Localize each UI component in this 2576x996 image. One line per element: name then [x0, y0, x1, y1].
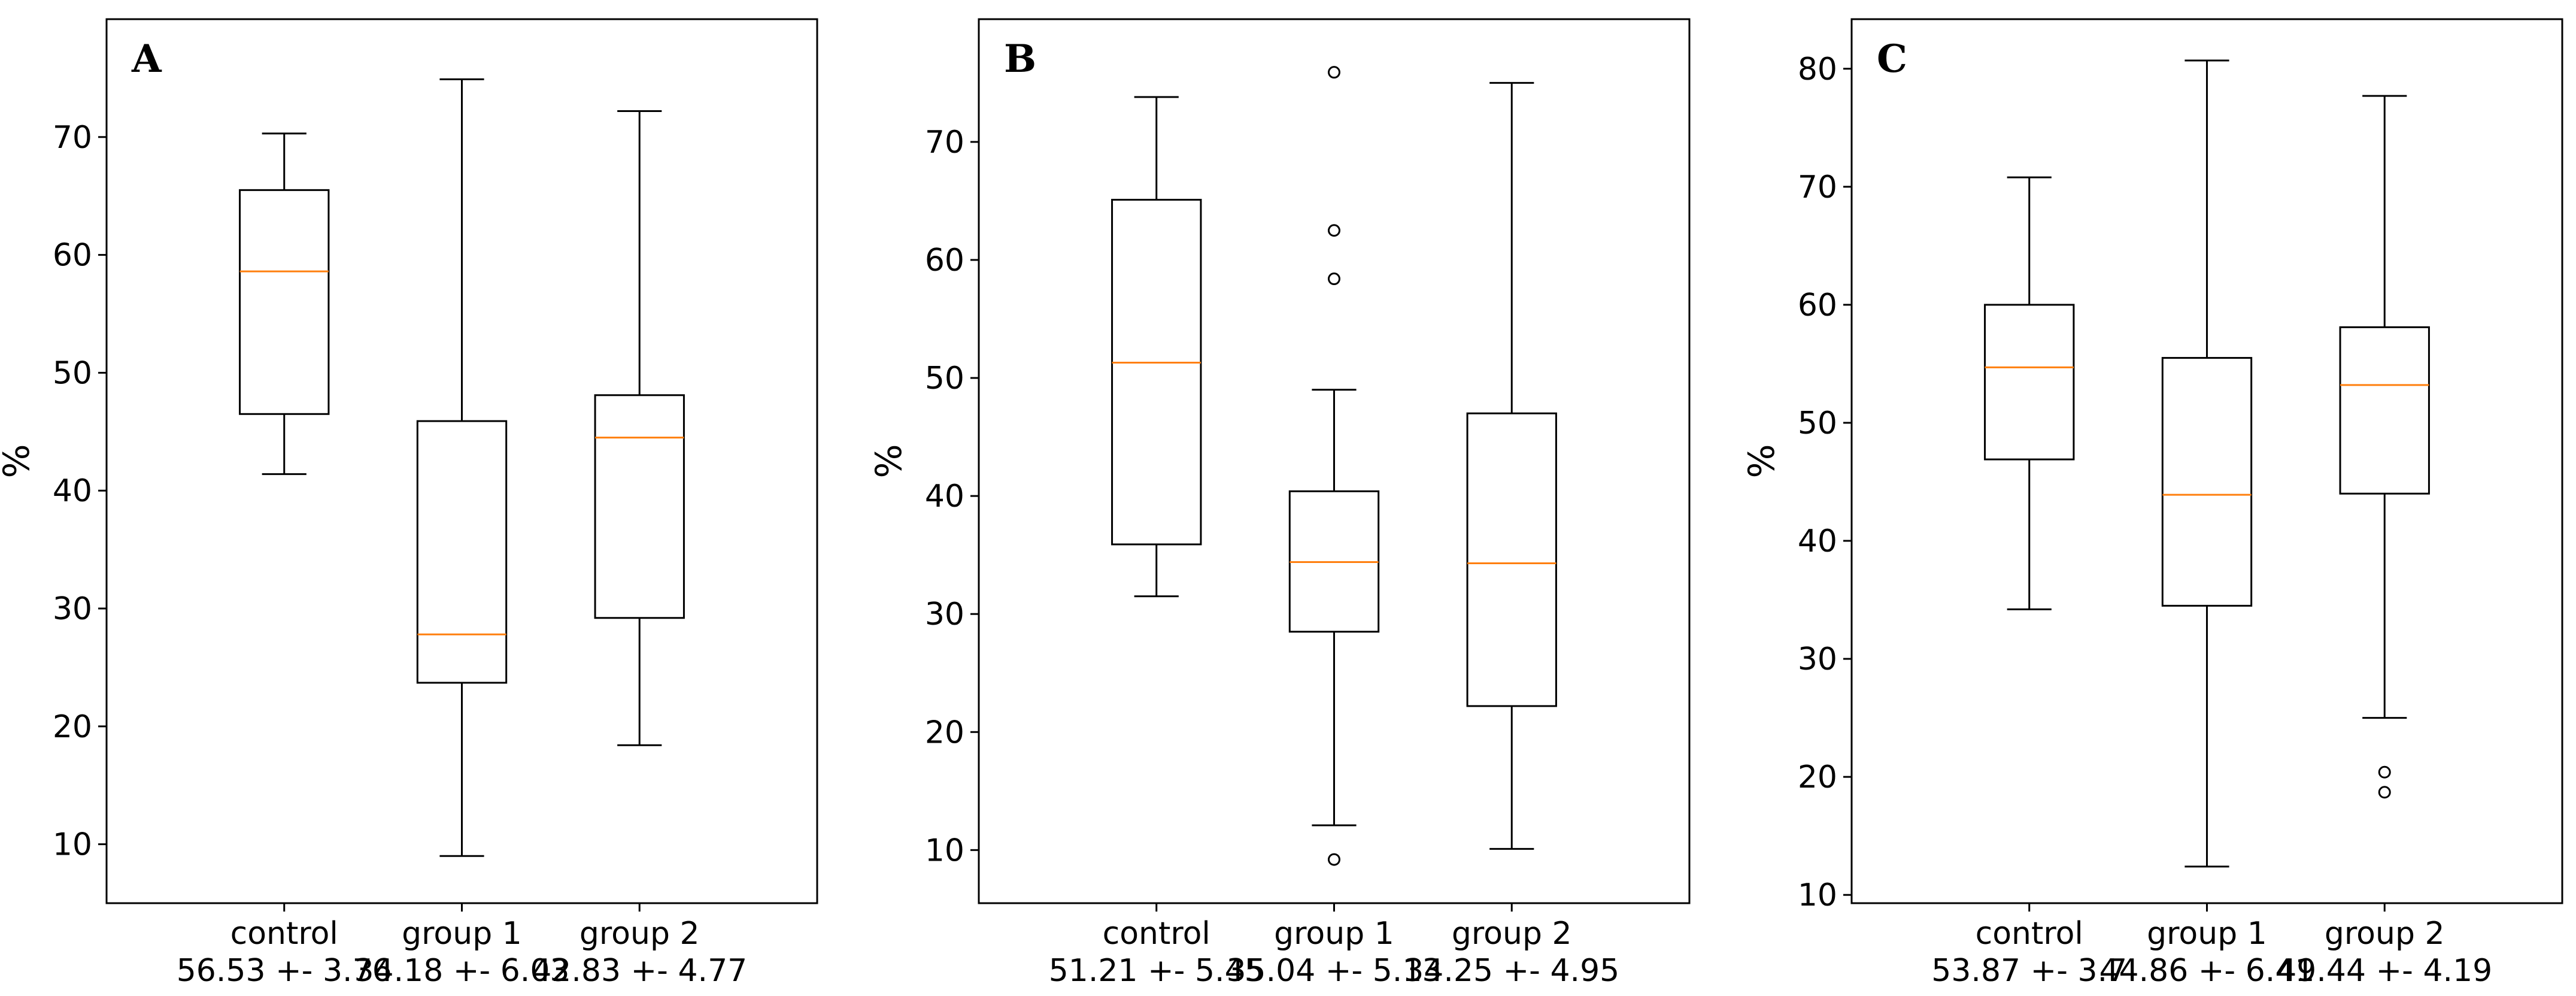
x-tick-label: control [1976, 916, 2083, 952]
x-tick-label: group 2 [2325, 916, 2445, 952]
x-tick-label: group 1 [402, 916, 522, 952]
y-tick-label: 80 [1798, 52, 1837, 87]
outlier-point [1328, 273, 1340, 286]
y-tick-label: 70 [925, 125, 964, 161]
box-iqr [1111, 199, 1202, 546]
box-iqr [2339, 326, 2430, 495]
y-axis-label: % [868, 444, 910, 478]
outlier-point [1328, 224, 1340, 237]
box-group-2 [2339, 95, 2430, 799]
y-tick-label: 30 [1798, 641, 1837, 677]
outlier-point [2378, 786, 2391, 799]
y-tick-label: 10 [53, 827, 92, 863]
y-tick-label: 30 [925, 597, 964, 632]
x-tick-label: group 1 [1274, 916, 1394, 952]
y-tick-label: 40 [1798, 523, 1837, 559]
y-tick-label: 30 [53, 591, 92, 627]
x-tick-stat-label: 49.44 +- 4.19 [2277, 953, 2492, 989]
y-tick-label: 50 [53, 355, 92, 391]
box-control [1111, 96, 1202, 598]
y-axis-label: % [0, 444, 38, 478]
box-iqr [1984, 304, 2075, 461]
box-control [239, 132, 330, 476]
x-tick-stat-label: 51.21 +- 5.45 [1049, 953, 1264, 989]
panel-label: B [1004, 37, 1036, 81]
y-tick-label: 40 [925, 479, 964, 514]
box-iqr [239, 189, 330, 415]
y-tick-label: 20 [1798, 759, 1837, 795]
x-tick-stat-label: 56.53 +- 3.76 [177, 953, 392, 989]
panel-label: C [1877, 37, 1907, 81]
outlier-point [1328, 853, 1340, 866]
x-tick-stat-label: 53.87 +- 3.7 [1931, 953, 2127, 989]
box-group-2 [594, 110, 685, 746]
box-group-1 [1288, 66, 1380, 866]
y-tick-label: 50 [925, 361, 964, 396]
box-group-1 [416, 78, 508, 857]
y-tick-label: 20 [53, 709, 92, 745]
y-tick-label: 50 [1798, 405, 1837, 441]
box-iqr [416, 420, 508, 684]
x-tick-label: group 2 [1452, 916, 1572, 952]
y-tick-label: 60 [925, 243, 964, 278]
x-tick-stat-label: 35.04 +- 5.13 [1226, 953, 1442, 989]
box-group-1 [2161, 59, 2253, 868]
box-iqr [2161, 357, 2253, 607]
box-iqr [594, 394, 685, 619]
x-tick-label: group 1 [2147, 916, 2267, 952]
box-group-2 [1466, 81, 1557, 850]
x-tick-stat-label: 34.25 +- 4.95 [1404, 953, 1619, 989]
box-iqr [1466, 412, 1557, 707]
panel-label: A [131, 37, 162, 81]
y-tick-label: 10 [925, 832, 964, 868]
y-tick-label: 20 [925, 715, 964, 750]
y-tick-label: 10 [1798, 877, 1837, 913]
x-tick-label: control [1103, 916, 1210, 952]
x-tick-label: control [230, 916, 338, 952]
outlier-point [2378, 765, 2391, 779]
y-tick-label: 70 [53, 120, 92, 156]
y-tick-label: 40 [53, 473, 92, 509]
x-tick-stat-label: 44.86 +- 6.41 [2099, 953, 2314, 989]
outlier-point [1328, 66, 1340, 79]
y-tick-label: 60 [1798, 287, 1837, 323]
y-tick-label: 60 [53, 238, 92, 274]
x-tick-label: group 2 [579, 916, 700, 952]
box-control [1984, 176, 2075, 610]
y-tick-label: 70 [1798, 169, 1837, 205]
y-axis-label: % [1741, 444, 1783, 478]
x-tick-stat-label: 42.83 +- 4.77 [532, 953, 747, 989]
x-tick-stat-label: 34.18 +- 6.03 [354, 953, 569, 989]
